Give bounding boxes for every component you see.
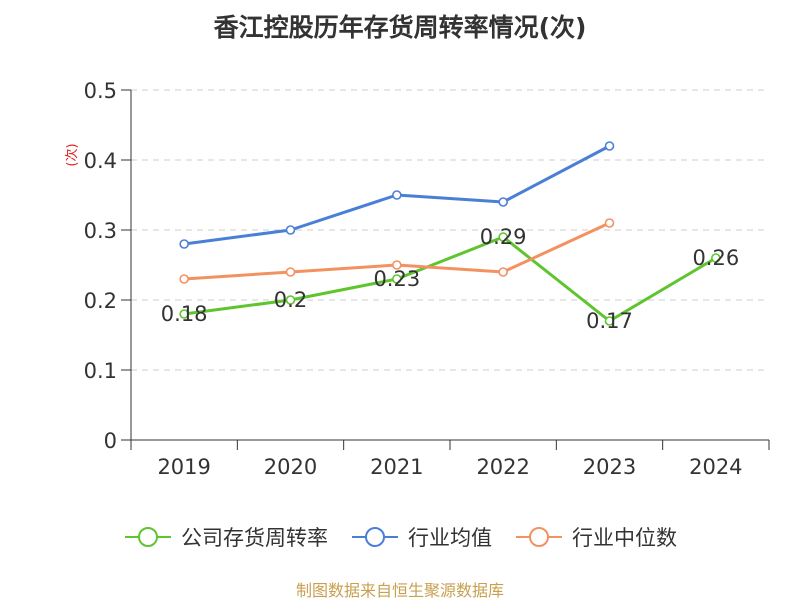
y-tick-label: 0.1 bbox=[84, 359, 117, 383]
x-tick-label: 2021 bbox=[370, 455, 423, 479]
data-point bbox=[604, 141, 615, 151]
data-label: 0.29 bbox=[480, 225, 527, 249]
y-tick-label: 0 bbox=[104, 429, 117, 453]
legend-item[interactable]: 行业均值 bbox=[350, 522, 492, 552]
data-point bbox=[285, 267, 296, 277]
legend-item[interactable]: 公司存货周转率 bbox=[123, 522, 328, 552]
legend-label: 行业中位数 bbox=[572, 526, 677, 550]
legend-line-marker-icon bbox=[352, 527, 398, 547]
data-point bbox=[179, 309, 189, 319]
y-tick-label: 0.2 bbox=[84, 289, 117, 313]
data-point bbox=[179, 274, 189, 284]
legend-line-marker-icon bbox=[125, 527, 171, 547]
y-axis-label: (次) bbox=[64, 143, 80, 166]
data-point bbox=[498, 267, 508, 277]
data-point bbox=[179, 239, 189, 249]
legend: 公司存货周转率 行业均值 行业中位数 bbox=[0, 518, 800, 556]
data-point bbox=[498, 197, 508, 207]
data-label: 0.17 bbox=[586, 309, 633, 333]
data-point bbox=[392, 274, 402, 284]
data-point bbox=[392, 260, 402, 270]
series-line bbox=[183, 235, 717, 323]
data-point bbox=[498, 232, 508, 242]
data-point bbox=[285, 225, 296, 235]
chart-title: 香江控股历年存货周转率情况(次) bbox=[213, 13, 587, 42]
data-label: 0.2 bbox=[274, 288, 307, 312]
data-label: 0.23 bbox=[373, 267, 420, 291]
x-tick-label: 2022 bbox=[476, 455, 529, 479]
y-tick-label: 0.5 bbox=[84, 79, 117, 103]
y-tick-label: 0.4 bbox=[84, 149, 117, 173]
legend-item[interactable]: 行业中位数 bbox=[514, 522, 677, 552]
data-source-note: 制图数据来自恒生聚源数据库 bbox=[295, 581, 504, 600]
data-point bbox=[604, 218, 615, 228]
x-tick-label: 2024 bbox=[689, 455, 742, 479]
data-point bbox=[392, 190, 402, 200]
y-tick-label: 0.3 bbox=[84, 219, 117, 243]
x-tick-label: 2019 bbox=[157, 455, 210, 479]
legend-line-marker-icon bbox=[516, 527, 562, 547]
data-point bbox=[711, 253, 721, 263]
legend-label: 行业均值 bbox=[408, 526, 492, 550]
data-label: 0.18 bbox=[161, 302, 208, 326]
x-tick-label: 2020 bbox=[264, 455, 317, 479]
data-point bbox=[285, 295, 296, 305]
x-tick-label: 2023 bbox=[583, 455, 636, 479]
data-label: 0.26 bbox=[692, 246, 739, 270]
legend-label: 公司存货周转率 bbox=[181, 526, 328, 550]
data-point bbox=[604, 316, 615, 326]
